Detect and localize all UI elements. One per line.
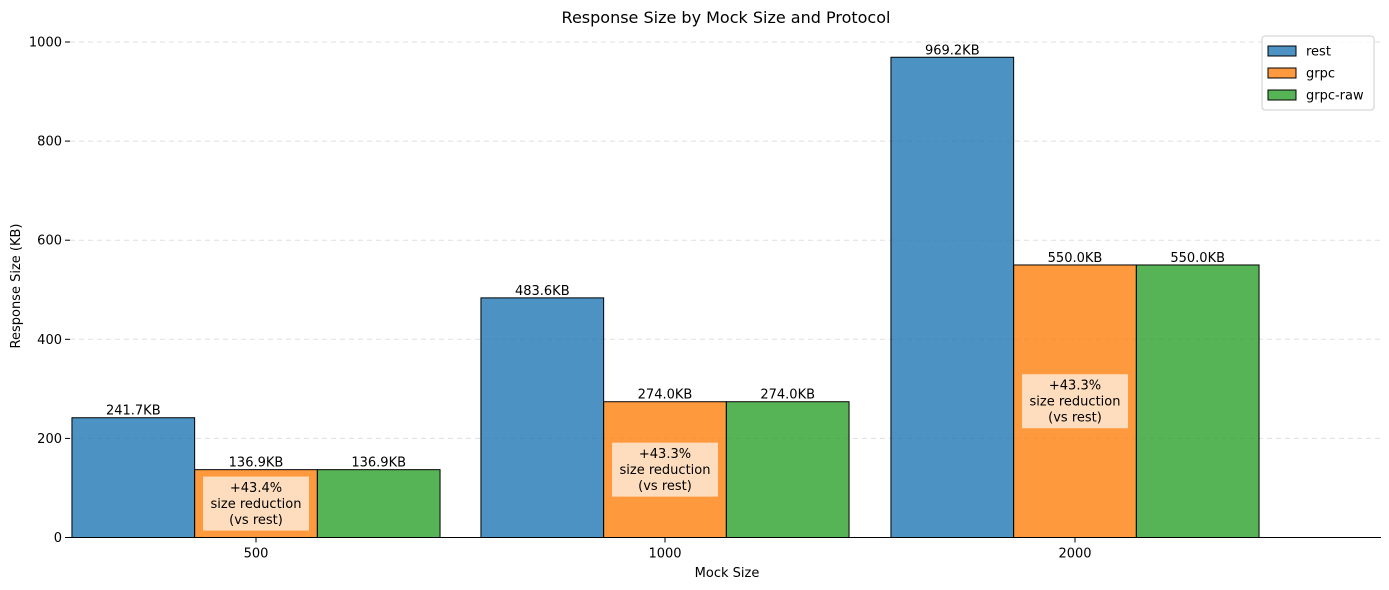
annotation-line: +43.3% xyxy=(639,447,691,462)
annotation-line: size reduction xyxy=(620,463,711,478)
annotation-line: size reduction xyxy=(211,497,302,512)
bars xyxy=(71,56,1260,538)
y-tick-label: 600 xyxy=(37,234,62,249)
x-tick-label: 500 xyxy=(244,547,269,562)
bar-value-label: 136.9KB xyxy=(351,456,406,471)
bar-labels: 241.7KB 483.6KB 969.2KB 136.9KB 274.0KB 550.0… xyxy=(106,43,1225,470)
bar-value-label: 550.0KB xyxy=(1048,251,1103,266)
bar-value-label: 969.2KB xyxy=(925,43,980,58)
y-tick-label: 400 xyxy=(37,333,62,348)
chart-title: Response Size by Mock Size and Protocol xyxy=(562,8,891,27)
legend-label-rest: rest xyxy=(1306,45,1331,60)
annotation-box xyxy=(1022,374,1128,429)
y-tick-label: 800 xyxy=(37,135,62,150)
bar-value-label: 274.0KB xyxy=(760,388,815,403)
legend-label-grpc: grpc xyxy=(1306,67,1335,82)
x-tick-label: 2000 xyxy=(1058,547,1091,562)
y-axis-title: Response Size (KB) xyxy=(9,224,24,349)
bar-grpc-raw xyxy=(316,469,441,538)
bar-value-label: 550.0KB xyxy=(1170,251,1225,266)
annotation-line: +43.4% xyxy=(230,481,282,496)
y-tick-label: 1000 xyxy=(29,36,62,51)
bar-grpc-raw xyxy=(725,401,850,538)
bar-rest xyxy=(71,417,196,538)
bar-value-label: 136.9KB xyxy=(229,456,284,471)
bar-value-label: 274.0KB xyxy=(638,388,693,403)
y-tick-label: 0 xyxy=(54,531,62,546)
annotation: +43.3%size reduction(vs rest) xyxy=(612,442,718,497)
annotation-line: (vs rest) xyxy=(1048,411,1102,426)
bar-rest xyxy=(480,297,605,538)
legend-swatch-rest xyxy=(1267,45,1297,57)
bar-value-label: 483.6KB xyxy=(515,284,570,299)
annotation-line: (vs rest) xyxy=(229,513,283,528)
x-axis-title: Mock Size xyxy=(695,566,760,581)
bar-value-label: 241.7KB xyxy=(106,404,161,419)
legend-label-grpc-raw: grpc-raw xyxy=(1306,89,1364,104)
bar-rest xyxy=(890,56,1015,538)
annotation-line: (vs rest) xyxy=(638,479,692,494)
annotation: +43.4%size reduction(vs rest) xyxy=(203,476,309,531)
x-tick-label: 1000 xyxy=(648,547,681,562)
annotation: +43.3%size reduction(vs rest) xyxy=(1022,374,1128,429)
bar-grpc-raw xyxy=(1135,264,1260,538)
annotation-line: size reduction xyxy=(1030,395,1121,410)
legend: rest grpc grpc-raw xyxy=(1261,35,1375,111)
annotations: +43.4%size reduction(vs rest)+43.3%size … xyxy=(203,374,1128,531)
annotation-box xyxy=(203,476,309,531)
ticks: 0 200 400 600 800 1000 500 1000 2000 xyxy=(29,36,1092,562)
y-tick-label: 200 xyxy=(37,432,62,447)
legend-swatch-grpc-raw xyxy=(1267,89,1297,101)
legend-swatch-grpc xyxy=(1267,67,1297,79)
annotation-line: +43.3% xyxy=(1049,379,1101,394)
annotation-box xyxy=(612,442,718,497)
